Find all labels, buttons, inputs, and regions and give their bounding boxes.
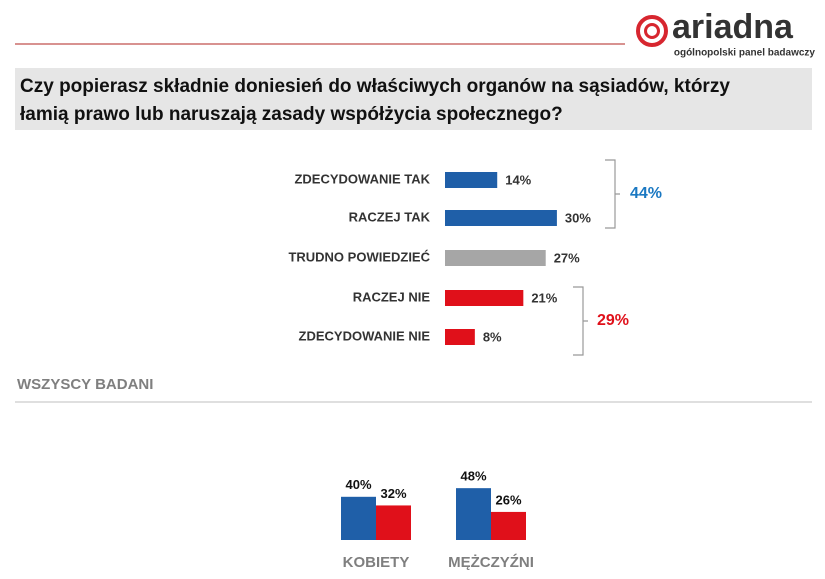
category-label: MĘŻCZYŹNI [448, 554, 534, 571]
question-box [15, 68, 812, 130]
bar [445, 210, 557, 226]
value-label: 21% [531, 290, 557, 305]
value-label: 14% [505, 172, 531, 187]
bracket [573, 286, 588, 356]
category-label: ZDECYDOWANIE TAK [294, 171, 430, 186]
total-label: 29% [597, 312, 629, 329]
logo-text: ariadna [672, 8, 794, 46]
question-line: łamią prawo lub naruszają zasady współży… [20, 104, 563, 125]
bracket [605, 159, 620, 229]
bar [445, 172, 498, 188]
value-label: 48% [460, 469, 486, 484]
value-label: 8% [483, 329, 502, 344]
category-label: ZDECYDOWANIE NIE [299, 328, 431, 343]
bar [456, 488, 491, 540]
total-label: 44% [630, 185, 662, 202]
value-label: 26% [495, 492, 521, 507]
value-label: 30% [565, 210, 591, 225]
bar [445, 250, 546, 266]
bar [491, 511, 526, 540]
category-label: TRUDNO POWIEDZIEĆ [288, 249, 430, 264]
category-label: RACZEJ TAK [349, 209, 431, 224]
bar [445, 329, 475, 345]
chart-caption: WSZYSCY BADANI [17, 376, 153, 393]
value-label: 32% [380, 486, 406, 501]
value-label: 40% [345, 477, 371, 492]
logo-icon [636, 15, 668, 47]
bar [376, 505, 411, 540]
category-label: KOBIETY [343, 554, 410, 571]
value-label: 27% [554, 250, 580, 265]
logo-tagline: ogólnopolski panel badawczy [674, 48, 816, 59]
bar [341, 496, 376, 540]
category-label: RACZEJ NIE [353, 289, 431, 304]
bar [445, 290, 524, 306]
question-line: Czy popierasz składnie doniesień do właś… [20, 76, 730, 97]
